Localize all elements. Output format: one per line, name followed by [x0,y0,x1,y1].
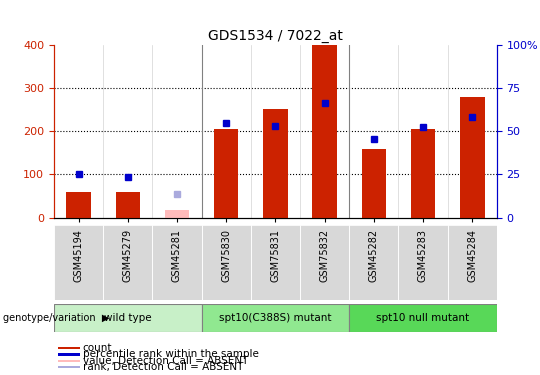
Bar [58,353,80,356]
Bar [116,192,140,217]
Bar [214,129,239,218]
Text: GSM45282: GSM45282 [369,229,379,282]
Bar [448,225,497,300]
Bar [103,225,152,300]
Bar [201,225,251,300]
Text: genotype/variation  ▶: genotype/variation ▶ [3,313,109,323]
Bar [165,210,190,218]
Bar [460,97,484,218]
Bar [58,347,80,349]
Bar [361,149,386,217]
Text: GSM45284: GSM45284 [467,229,477,282]
Text: percentile rank within the sample: percentile rank within the sample [83,350,259,359]
Text: spt10(C388S) mutant: spt10(C388S) mutant [219,313,332,323]
Title: GDS1534 / 7022_at: GDS1534 / 7022_at [208,28,343,43]
Bar [58,360,80,362]
Bar [54,225,103,300]
Bar [66,192,91,217]
Text: GSM45194: GSM45194 [73,229,84,282]
Text: GSM75830: GSM75830 [221,229,231,282]
Bar [152,225,201,300]
Bar [300,225,349,300]
Bar [54,304,201,332]
Bar [349,225,399,300]
Bar [263,109,288,217]
Bar [399,225,448,300]
Text: count: count [83,343,112,353]
Bar [312,45,337,218]
Text: GSM45283: GSM45283 [418,229,428,282]
Text: wild type: wild type [104,313,152,323]
Text: GSM75832: GSM75832 [320,229,329,282]
Bar [251,225,300,300]
Text: spt10 null mutant: spt10 null mutant [376,313,470,323]
Text: GSM45281: GSM45281 [172,229,182,282]
Bar [201,304,349,332]
Text: value, Detection Call = ABSENT: value, Detection Call = ABSENT [83,356,248,366]
Text: GSM75831: GSM75831 [271,229,280,282]
Text: GSM45279: GSM45279 [123,229,133,282]
Text: rank, Detection Call = ABSENT: rank, Detection Call = ABSENT [83,362,243,372]
Bar [411,129,435,218]
Bar [349,304,497,332]
Bar [58,366,80,368]
